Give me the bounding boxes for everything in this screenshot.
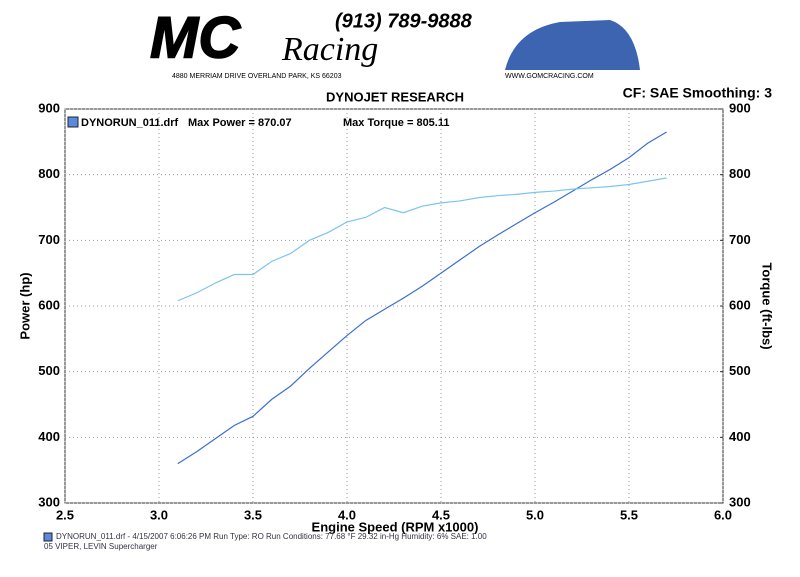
y-tick-label: 600 [38, 297, 60, 312]
max-torque: Max Torque = 805.11 [343, 117, 450, 129]
y2-tick-label: 500 [729, 363, 751, 378]
x-tick-label: 5.0 [526, 507, 544, 522]
chart-title: DYNOJET RESEARCH [326, 89, 464, 104]
y-tick-label: 400 [38, 429, 60, 444]
y2-tick-label: 300 [729, 494, 751, 509]
car-photo [505, 20, 640, 70]
logo-racing: Racing [281, 31, 378, 68]
footer-vehicle: 05 VIPER, LEVIN Supercharger [44, 542, 158, 551]
legend-swatch [67, 116, 79, 128]
website: WWW.GOMCRACING.COM [505, 73, 594, 80]
x-tick-label: 5.5 [620, 507, 638, 522]
x-tick-label: 6.0 [714, 507, 732, 522]
legend-name: DYNORUN_011.drf [81, 117, 179, 129]
y2-tick-label: 900 [729, 100, 751, 115]
x-tick-label: 2.5 [56, 507, 74, 522]
y-tick-label: 700 [38, 232, 60, 247]
y2-tick-label: 400 [729, 429, 751, 444]
series-line [177, 177, 667, 302]
x-tick-label: 3.5 [244, 507, 262, 522]
y2-axis-label: Torque (ft-lbs) [760, 262, 775, 349]
x-tick-label: 4.5 [432, 507, 450, 522]
y-tick-label: 800 [38, 166, 60, 181]
y2-tick-label: 700 [729, 232, 751, 247]
y-tick-label: 300 [38, 494, 60, 509]
x-axis-label: Engine Speed (RPM x1000) [312, 519, 479, 534]
address: 4880 MERRIAM DRIVE OVERLAND PARK, KS 662… [172, 73, 342, 80]
series-line [177, 131, 667, 465]
y-tick-label: 500 [38, 363, 60, 378]
footer-swatch [43, 532, 53, 542]
logo-mc: MC [150, 5, 241, 70]
x-tick-label: 3.0 [150, 507, 168, 522]
y2-tick-label: 600 [729, 297, 751, 312]
footer-run: DYNORUN_011.drf - 4/15/2007 6:06:26 PM R… [56, 532, 487, 541]
y2-tick-label: 800 [729, 166, 751, 181]
x-tick-label: 4.0 [338, 507, 356, 522]
y-axis-label: Power (hp) [17, 272, 32, 339]
logo: MC Racing (913) 789-9888 4880 MERRIAM DR… [149, 5, 640, 80]
phone: (913) 789-9888 [335, 10, 473, 32]
settings: CF: SAE Smoothing: 3 [623, 85, 773, 101]
y-tick-label: 900 [38, 100, 60, 115]
max-power: Max Power = 870.07 [188, 117, 292, 129]
